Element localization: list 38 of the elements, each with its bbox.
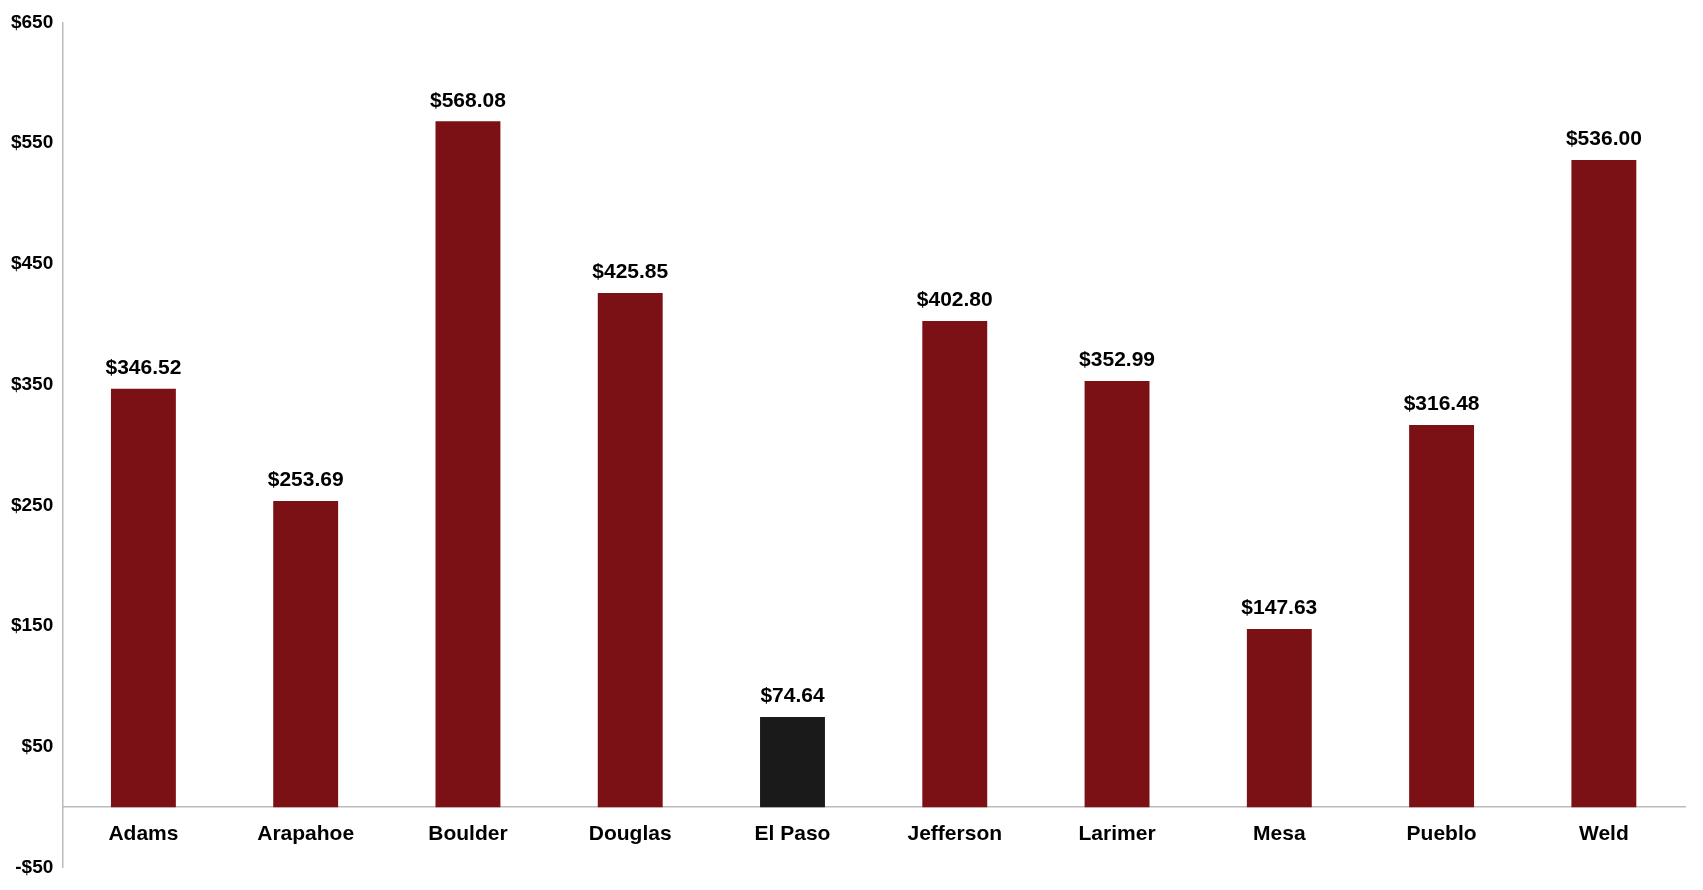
y-tick-label: $50 [21, 735, 54, 757]
data-label: $147.63 [1241, 595, 1318, 619]
bar [597, 293, 663, 808]
bar [1246, 628, 1312, 808]
data-label: $346.52 [105, 355, 182, 379]
data-label: $425.85 [592, 259, 669, 283]
x-tick-label: Adams [108, 820, 179, 844]
x-tick-label: Douglas [588, 820, 672, 844]
y-tick-label: $150 [10, 614, 54, 636]
bar [922, 320, 988, 808]
bar [760, 717, 825, 808]
data-label: $402.80 [916, 287, 993, 311]
y-tick-label: -$50 [15, 855, 54, 877]
y-tick-label: $450 [10, 252, 54, 274]
x-tick-label: El Paso [754, 820, 831, 844]
bar [435, 121, 501, 808]
data-label: $568.08 [429, 87, 507, 111]
x-tick-label: Mesa [1253, 820, 1306, 844]
bar [110, 388, 176, 808]
x-tick-label: Arapahoe [257, 820, 355, 844]
x-tick-label: Pueblo [1406, 820, 1477, 844]
bar [273, 500, 339, 808]
bar [1084, 381, 1150, 808]
y-tick-label: $550 [10, 131, 54, 153]
data-label: $253.69 [267, 467, 344, 491]
x-tick-label: Boulder [428, 820, 508, 844]
y-tick-label: $350 [10, 372, 54, 394]
y-tick-label: $250 [10, 493, 54, 515]
data-label: $352.99 [1079, 347, 1155, 371]
x-tick-label: Larimer [1078, 820, 1156, 844]
y-tick-label: $650 [10, 10, 54, 32]
data-label: $536.00 [1565, 126, 1642, 150]
bar [1571, 160, 1637, 808]
x-tick-label: Jefferson [907, 820, 1003, 844]
data-label: $74.64 [760, 683, 825, 707]
data-label: $316.48 [1403, 391, 1480, 415]
x-tick-label: Weld [1578, 820, 1629, 844]
bar [1409, 425, 1475, 808]
